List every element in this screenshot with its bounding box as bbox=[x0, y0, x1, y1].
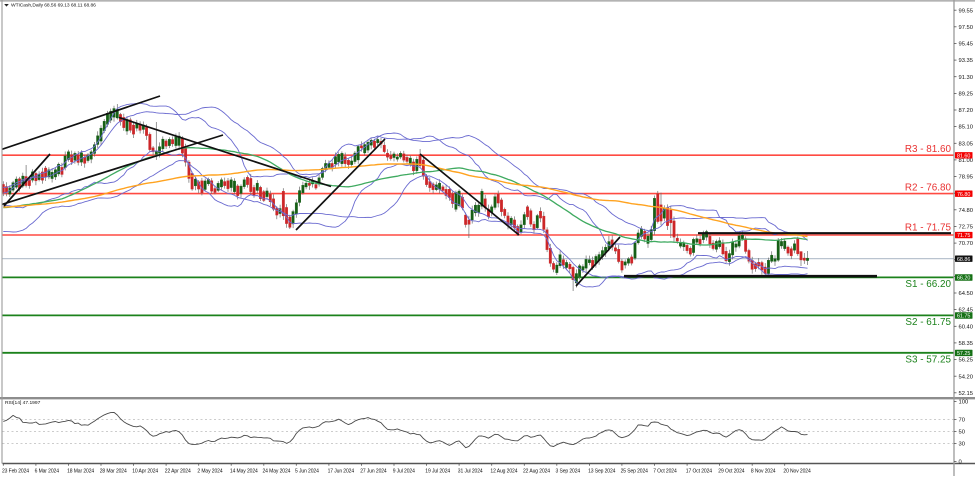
svg-text:72.75: 72.75 bbox=[959, 225, 974, 231]
svg-text:27 Jun 2024: 27 Jun 2024 bbox=[360, 469, 387, 475]
svg-text:74.80: 74.80 bbox=[959, 208, 974, 214]
svg-text:9 Jul 2024: 9 Jul 2024 bbox=[393, 469, 415, 475]
svg-text:23 Feb 2024: 23 Feb 2024 bbox=[2, 469, 29, 475]
svg-text:31 Jul 2024: 31 Jul 2024 bbox=[458, 469, 483, 475]
svg-text:S2 - 61.75: S2 - 61.75 bbox=[905, 317, 951, 328]
svg-text:18 Mar 2024: 18 Mar 2024 bbox=[67, 469, 94, 475]
svg-text:70: 70 bbox=[959, 418, 965, 424]
svg-text:S1 - 66.20: S1 - 66.20 bbox=[905, 279, 951, 290]
svg-text:0: 0 bbox=[959, 460, 962, 466]
svg-text:64.50: 64.50 bbox=[959, 291, 974, 297]
svg-text:68.86: 68.86 bbox=[957, 257, 971, 263]
svg-text:76.80: 76.80 bbox=[957, 192, 971, 198]
svg-text:95.45: 95.45 bbox=[959, 42, 974, 48]
svg-text:13 Sep 2024: 13 Sep 2024 bbox=[588, 469, 616, 475]
svg-text:S3 - 57.25: S3 - 57.25 bbox=[905, 354, 951, 365]
svg-text:25 Sep 2024: 25 Sep 2024 bbox=[621, 469, 649, 475]
svg-text:57.25: 57.25 bbox=[957, 351, 971, 357]
svg-text:91.30: 91.30 bbox=[959, 75, 974, 81]
svg-text:78.95: 78.95 bbox=[959, 175, 974, 181]
svg-text:61.75: 61.75 bbox=[957, 314, 971, 320]
svg-text:97.50: 97.50 bbox=[959, 25, 974, 31]
svg-text:7 Oct 2024: 7 Oct 2024 bbox=[653, 469, 677, 475]
svg-text:WTICash,Daily 68.56 69.13 68.: WTICash,Daily 68.56 69.13 68.11 68.86 bbox=[11, 3, 96, 9]
svg-text:70.70: 70.70 bbox=[959, 241, 974, 247]
svg-text:93.35: 93.35 bbox=[959, 58, 974, 64]
svg-text:28 Mar 2024: 28 Mar 2024 bbox=[100, 469, 127, 475]
svg-text:58.35: 58.35 bbox=[959, 341, 974, 347]
svg-text:81.60: 81.60 bbox=[957, 153, 971, 159]
svg-text:17 Oct 2024: 17 Oct 2024 bbox=[686, 469, 712, 475]
svg-text:17 Jun 2024: 17 Jun 2024 bbox=[328, 469, 355, 475]
svg-text:20 Nov 2024: 20 Nov 2024 bbox=[783, 469, 811, 475]
svg-text:24 May 2024: 24 May 2024 bbox=[263, 469, 291, 475]
svg-text:60.40: 60.40 bbox=[959, 324, 974, 330]
svg-text:50: 50 bbox=[959, 430, 965, 436]
svg-text:14 May 2024: 14 May 2024 bbox=[230, 469, 258, 475]
svg-text:71.75: 71.75 bbox=[957, 233, 971, 239]
svg-text:83.05: 83.05 bbox=[959, 141, 974, 147]
svg-text:3 Sep 2024: 3 Sep 2024 bbox=[556, 469, 581, 475]
svg-text:5 Jun 2024: 5 Jun 2024 bbox=[295, 469, 319, 475]
svg-text:22 Apr 2024: 22 Apr 2024 bbox=[165, 469, 191, 475]
svg-text:R2 - 76.80: R2 - 76.80 bbox=[905, 182, 952, 193]
svg-text:R1 - 71.75: R1 - 71.75 bbox=[905, 223, 952, 234]
svg-text:29 Oct 2024: 29 Oct 2024 bbox=[718, 469, 744, 475]
svg-text:12 Aug 2024: 12 Aug 2024 bbox=[490, 469, 517, 475]
svg-text:6 Mar 2024: 6 Mar 2024 bbox=[35, 469, 60, 475]
svg-text:19 Jul 2024: 19 Jul 2024 bbox=[425, 469, 450, 475]
svg-text:87.20: 87.20 bbox=[959, 108, 974, 114]
svg-text:66.20: 66.20 bbox=[957, 276, 971, 282]
svg-text:99.55: 99.55 bbox=[959, 8, 974, 14]
svg-text:89.25: 89.25 bbox=[959, 92, 974, 98]
svg-text:52.15: 52.15 bbox=[959, 391, 974, 397]
svg-text:62.45: 62.45 bbox=[959, 308, 974, 314]
svg-text:8 Nov 2024: 8 Nov 2024 bbox=[751, 469, 776, 475]
svg-text:30: 30 bbox=[959, 442, 965, 448]
svg-text:10 Apr 2024: 10 Apr 2024 bbox=[132, 469, 158, 475]
svg-text:2 May 2024: 2 May 2024 bbox=[197, 469, 222, 475]
svg-text:RSI[14] 47.1997: RSI[14] 47.1997 bbox=[5, 400, 41, 406]
svg-text:100: 100 bbox=[959, 400, 969, 406]
svg-text:54.20: 54.20 bbox=[959, 374, 974, 380]
svg-text:R3 - 81.60: R3 - 81.60 bbox=[905, 144, 952, 155]
svg-text:56.25: 56.25 bbox=[959, 358, 974, 364]
svg-text:85.10: 85.10 bbox=[959, 125, 974, 131]
svg-text:81.00: 81.00 bbox=[959, 158, 974, 164]
svg-text:22 Aug 2024: 22 Aug 2024 bbox=[523, 469, 550, 475]
